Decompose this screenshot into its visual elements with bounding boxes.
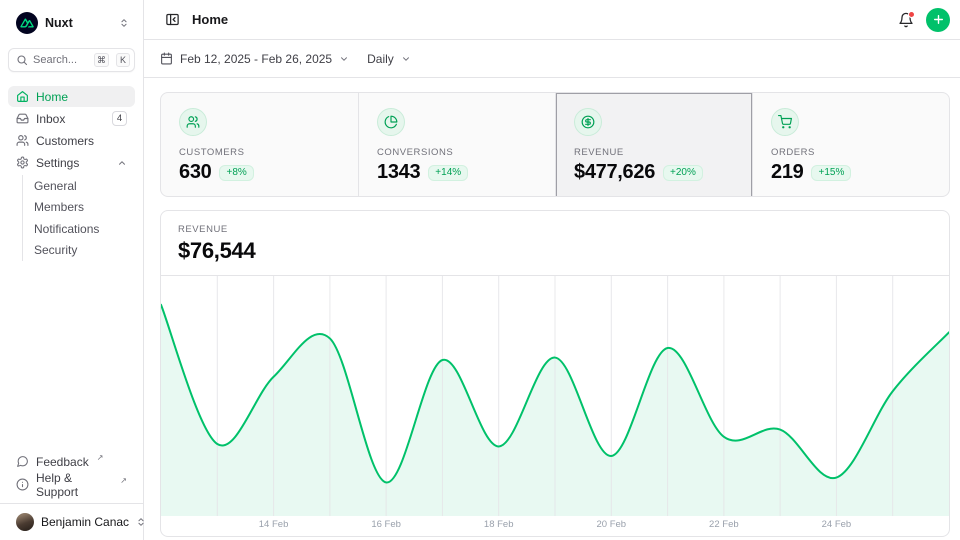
delta-badge: +20% [663, 165, 703, 181]
x-axis-tick: 16 Feb [371, 519, 401, 530]
x-axis: 14 Feb 16 Feb 18 Feb 20 Feb 22 Feb 24 Feb [161, 516, 949, 536]
chart-svg [161, 276, 949, 516]
topbar: Home [144, 0, 960, 40]
stat-card[interactable]: CONVERSIONS 1343 +14% [358, 93, 555, 197]
x-axis-tick: 22 Feb [709, 519, 739, 530]
workspace-name: Nuxt [45, 16, 112, 30]
sidebar-item-customers[interactable]: Customers [8, 130, 135, 151]
search-icon [16, 54, 28, 66]
add-button[interactable] [926, 8, 950, 32]
settings-subnav: General Members Notifications Security [22, 175, 135, 261]
revenue-area-chart[interactable] [161, 276, 949, 516]
date-range-picker[interactable]: Feb 12, 2025 - Feb 26, 2025 [160, 52, 349, 66]
sidebar-item-general[interactable]: General [34, 175, 135, 197]
chevron-down-icon [339, 54, 349, 64]
stat-value: 1343 [377, 161, 420, 184]
chart-header: REVENUE $76,544 [161, 211, 949, 276]
sidebar-item-inbox[interactable]: Inbox 4 [8, 108, 135, 129]
chart-metric-value: $76,544 [178, 238, 932, 264]
sidebar-footer: Feedback ↗ Help & Support ↗ [8, 451, 135, 503]
sidebar-item-members[interactable]: Members [34, 197, 135, 219]
chevrons-up-down-icon [119, 18, 129, 28]
external-link-icon: ↗ [120, 476, 127, 485]
inbox-count-badge: 4 [112, 111, 127, 126]
stat-label: REVENUE [574, 147, 734, 158]
notification-dot [908, 11, 915, 18]
x-axis-tick: 20 Feb [596, 519, 626, 530]
delta-badge: +15% [811, 165, 851, 181]
notifications-button[interactable] [894, 8, 918, 32]
users-icon [179, 108, 207, 136]
sidebar-item-settings[interactable]: Settings [8, 152, 135, 173]
granularity-select[interactable]: Daily [367, 52, 411, 66]
revenue-chart-card: REVENUE $76,544 14 Feb 16 Feb 18 Feb 20 Feb… [160, 210, 950, 537]
stat-label: CUSTOMERS [179, 147, 340, 158]
sidebar-nav: Home Inbox 4 Customers Settings [8, 86, 135, 261]
stat-card[interactable]: CUSTOMERS 630 +8% [161, 93, 358, 197]
nuxt-logo-icon [16, 12, 38, 34]
x-axis-tick: 18 Feb [484, 519, 514, 530]
workspace-switcher[interactable]: Nuxt [8, 8, 135, 38]
date-range-value: Feb 12, 2025 - Feb 26, 2025 [180, 52, 332, 66]
kbd-k: K [116, 53, 130, 67]
stat-label: CONVERSIONS [377, 147, 537, 158]
sidebar-item-notifications[interactable]: Notifications [34, 218, 135, 240]
stat-value: 630 [179, 161, 211, 184]
sidebar-item-label: Inbox [36, 112, 65, 126]
sidebar-item-label: Customers [36, 134, 94, 148]
kbd-cmd: ⌘ [94, 53, 109, 67]
message-bubble-icon [16, 455, 29, 468]
granularity-value: Daily [367, 52, 394, 66]
delta-badge: +14% [428, 165, 468, 181]
content: CUSTOMERS 630 +8% CONVERSIONS 1343 +14% [144, 78, 960, 537]
page-title: Home [192, 12, 228, 27]
calendar-icon [160, 52, 173, 65]
stat-card[interactable]: ORDERS 219 +15% [752, 93, 949, 197]
sidebar-item-label: Home [36, 90, 68, 104]
sidebar-item-security[interactable]: Security [34, 240, 135, 262]
collapse-sidebar-button[interactable] [160, 8, 184, 32]
stat-label: ORDERS [771, 147, 931, 158]
main-area: Home Feb 12, [144, 0, 960, 540]
pie-chart-icon [377, 108, 405, 136]
app-window: Nuxt Search... ⌘ K Home [0, 0, 960, 540]
search-input[interactable]: Search... ⌘ K [8, 48, 135, 72]
plus-icon [932, 13, 945, 26]
cart-icon [771, 108, 799, 136]
chevron-up-icon [117, 158, 127, 168]
user-menu[interactable]: Benjamin Canac [0, 503, 143, 540]
sidebar-item-home[interactable]: Home [8, 86, 135, 107]
feedback-link[interactable]: Feedback ↗ [8, 451, 135, 472]
search-placeholder: Search... [33, 54, 89, 66]
stat-card[interactable]: REVENUE $477,626 +20% [555, 93, 752, 197]
home-icon [16, 90, 29, 103]
delta-badge: +8% [219, 165, 253, 181]
user-name: Benjamin Canac [41, 515, 129, 529]
panel-left-close-icon [165, 12, 180, 27]
filter-toolbar: Feb 12, 2025 - Feb 26, 2025 Daily [144, 40, 960, 78]
avatar [16, 513, 34, 531]
chart-metric-label: REVENUE [178, 224, 932, 235]
stats-row: CUSTOMERS 630 +8% CONVERSIONS 1343 +14% [160, 92, 950, 197]
users-icon [16, 134, 29, 147]
chevron-down-icon [401, 54, 411, 64]
stat-value: $477,626 [574, 161, 655, 184]
x-axis-tick: 14 Feb [259, 519, 289, 530]
sidebar-item-label: Settings [36, 156, 79, 170]
sidebar: Nuxt Search... ⌘ K Home [0, 0, 144, 540]
external-link-icon: ↗ [97, 453, 104, 462]
info-circle-icon [16, 478, 29, 491]
stat-value: 219 [771, 161, 803, 184]
x-axis-tick: 24 Feb [822, 519, 852, 530]
inbox-icon [16, 112, 29, 125]
gear-icon [16, 156, 29, 169]
dollar-circle-icon [574, 108, 602, 136]
help-support-link[interactable]: Help & Support ↗ [8, 474, 135, 495]
